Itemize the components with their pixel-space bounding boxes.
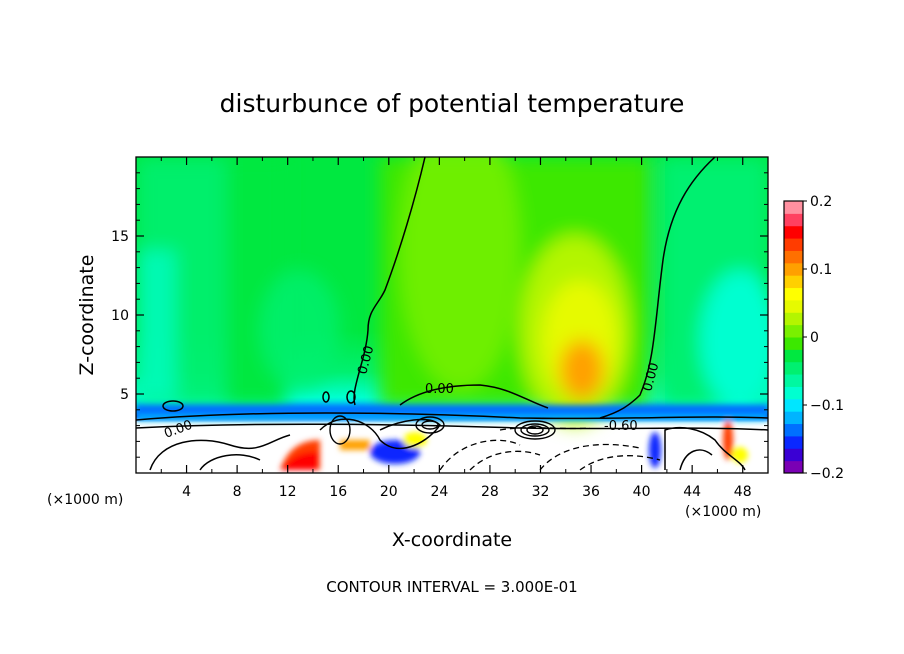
contour-lower-left2 bbox=[199, 454, 261, 471]
colorbar-swatch-2 bbox=[784, 435, 803, 449]
field-features bbox=[136, 157, 768, 425]
x-tick-label-0: 4 bbox=[182, 484, 191, 500]
dashed-contours bbox=[439, 427, 661, 471]
y-tick-label-2: 15 bbox=[111, 229, 129, 245]
colorbar-swatch-5 bbox=[784, 398, 803, 412]
dense-contour-cluster bbox=[329, 415, 556, 445]
contour-blob-1 bbox=[162, 400, 184, 412]
contour-label-2: 0.00 bbox=[425, 382, 454, 397]
colorbar-swatch-12 bbox=[784, 312, 803, 326]
contour-label-4: -0.60 bbox=[604, 419, 638, 434]
contour-lower-left bbox=[149, 434, 291, 471]
x-tick-label-8: 36 bbox=[582, 484, 600, 500]
colorbar-ticks: 0.2 0.1 0 −0.1 −0.2 bbox=[803, 194, 844, 482]
plot-area: 0.00 0.00 0.00 -0.60 0.00 bbox=[136, 157, 768, 473]
contour-blob-3 bbox=[322, 391, 330, 403]
x-unit-label-left: (×1000 m) bbox=[47, 492, 123, 508]
x-tick-label-4: 20 bbox=[380, 484, 398, 500]
colorbar-swatch-3 bbox=[784, 423, 803, 437]
colorbar-swatch-6 bbox=[784, 386, 803, 400]
x-tick-label-6: 28 bbox=[481, 484, 499, 500]
colorbar-tick-label-3: −0.1 bbox=[810, 398, 844, 414]
colorbar-swatch-9 bbox=[784, 349, 803, 363]
colorbar-swatch-19 bbox=[784, 225, 803, 239]
colorbar-swatch-18 bbox=[784, 238, 803, 251]
x-tick-label-3: 16 bbox=[329, 484, 347, 500]
colorbar-swatch-15 bbox=[784, 275, 803, 289]
colorbar-swatch-14 bbox=[784, 287, 803, 301]
x-tick-label-1: 8 bbox=[233, 484, 242, 500]
x-tick-label-7: 32 bbox=[532, 484, 550, 500]
contour-interval-text: CONTOUR INTERVAL = 3.000E-01 bbox=[326, 578, 577, 596]
colorbar-swatch-16 bbox=[784, 262, 803, 276]
contour-right-box bbox=[664, 427, 746, 471]
contour-right-box2 bbox=[679, 449, 713, 471]
y-axis-label: Z-coordinate bbox=[76, 255, 98, 376]
contour-line-base bbox=[136, 412, 768, 421]
colorbar-swatch-10 bbox=[784, 337, 803, 350]
colorbar bbox=[784, 201, 803, 474]
colorbar-swatch-20 bbox=[784, 213, 803, 227]
colorbar-swatch-13 bbox=[784, 299, 803, 313]
colorbar-swatch-4 bbox=[784, 411, 803, 425]
contour-label-3: 0.00 bbox=[640, 361, 662, 393]
contour-blob-2 bbox=[346, 390, 356, 404]
colorbar-swatch-17 bbox=[784, 250, 803, 264]
x-tick-label-2: 12 bbox=[279, 484, 297, 500]
contour-line-mid bbox=[399, 384, 549, 409]
x-axis-ticks: 4 8 12 16 20 24 28 32 36 40 44 48 bbox=[160, 157, 752, 500]
colorbar-swatch-21 bbox=[784, 201, 803, 214]
x-tick-label-10: 44 bbox=[683, 484, 701, 500]
colorbar-tick-label-2: 0 bbox=[810, 330, 819, 346]
y-tick-label-0: 5 bbox=[120, 387, 129, 403]
contour-lower-cluster bbox=[319, 418, 441, 450]
contour-line-left bbox=[353, 157, 426, 406]
x-tick-label-5: 24 bbox=[430, 484, 448, 500]
chart-title: disturbunce of potential temperature bbox=[220, 89, 685, 118]
contour-line-right bbox=[599, 157, 716, 419]
colorbar-swatch-1 bbox=[784, 448, 803, 462]
y-tick-label-1: 10 bbox=[111, 308, 129, 324]
colorbar-tick-label-0: 0.2 bbox=[810, 194, 832, 210]
colorbar-tick-label-4: −0.2 bbox=[810, 466, 844, 482]
colorbar-swatch-0 bbox=[784, 460, 803, 474]
y-axis-ticks: 5 10 15 bbox=[111, 172, 768, 458]
x-unit-label-right: (×1000 m) bbox=[685, 504, 761, 520]
x-tick-label-11: 48 bbox=[734, 484, 752, 500]
colorbar-swatch-7 bbox=[784, 374, 803, 387]
contour-label-1: 0.00 bbox=[355, 344, 377, 376]
contour-lines bbox=[136, 157, 768, 471]
x-tick-label-9: 40 bbox=[633, 484, 651, 500]
colorbar-swatch-11 bbox=[784, 324, 803, 338]
colorbar-tick-label-1: 0.1 bbox=[810, 262, 832, 278]
x-axis-label: X-coordinate bbox=[392, 529, 512, 551]
colorbar-swatch-8 bbox=[784, 361, 803, 375]
